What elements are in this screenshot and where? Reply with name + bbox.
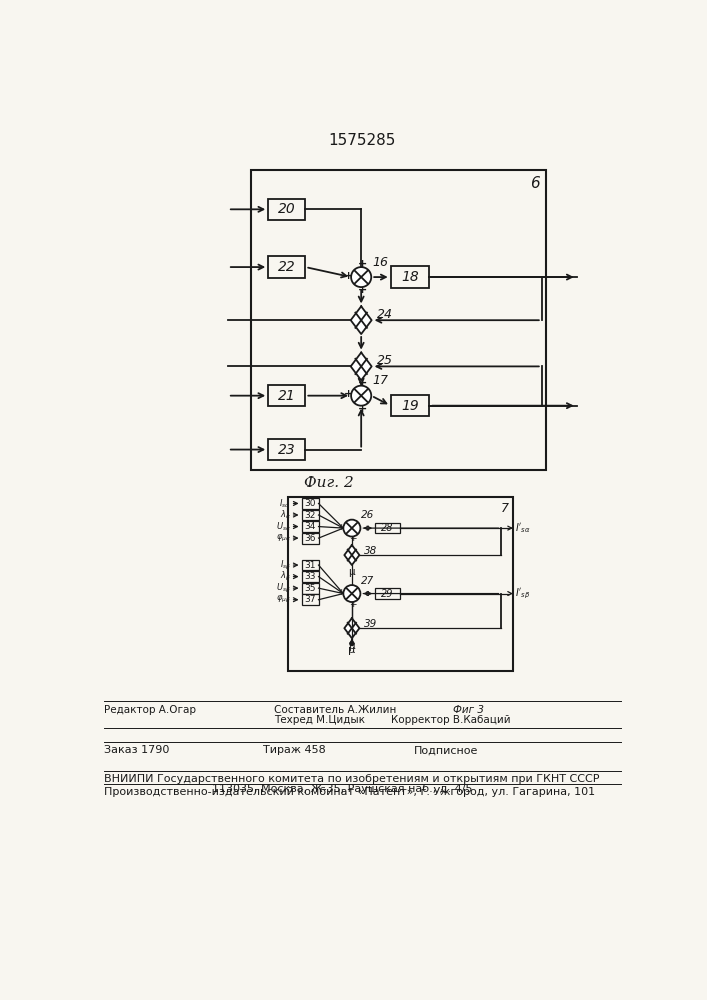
Circle shape [350, 642, 354, 646]
Text: 34: 34 [304, 522, 316, 531]
Text: 27: 27 [361, 576, 375, 586]
Bar [288, 497, 513, 671]
Text: +: + [344, 271, 353, 281]
Text: 37: 37 [304, 595, 316, 604]
Text: 39: 39 [363, 619, 377, 629]
Text: Фиг. 2: Фиг. 2 [304, 476, 354, 490]
Bar [301, 594, 319, 605]
Text: +: + [358, 378, 368, 388]
Polygon shape [344, 618, 359, 638]
Text: 26: 26 [361, 510, 375, 520]
Text: ВНИИПИ Государственного комитета по изобретениям и открытиям при ГКНТ СССР: ВНИИПИ Государственного комитета по изоб… [104, 774, 600, 784]
Text: Редактор А.Огар: Редактор А.Огар [104, 705, 196, 715]
Text: 1575285: 1575285 [328, 133, 396, 148]
Text: 36: 36 [304, 534, 316, 543]
Bar [301, 571, 319, 582]
Text: +: + [358, 285, 368, 295]
Text: $I'_{s\alpha}$: $I'_{s\alpha}$ [515, 521, 531, 535]
Polygon shape [344, 545, 359, 565]
Bar [301, 510, 319, 520]
Text: 35: 35 [304, 584, 316, 593]
Circle shape [344, 520, 361, 537]
Text: $\lambda_{\beta}$: $\lambda_{\beta}$ [280, 570, 291, 583]
Bar [268, 439, 305, 460]
Text: 23: 23 [278, 443, 296, 457]
Text: Составитель А.Жилин: Составитель А.Жилин [274, 705, 397, 715]
Text: +: + [344, 389, 353, 399]
Text: 30: 30 [304, 499, 316, 508]
Text: μ: μ [349, 645, 356, 655]
Circle shape [351, 267, 371, 287]
Circle shape [351, 386, 371, 406]
Bar [301, 533, 319, 544]
Bar [268, 385, 305, 406]
Text: $I_{s\alpha}$: $I_{s\alpha}$ [279, 497, 291, 510]
Circle shape [344, 585, 361, 602]
Text: +: + [358, 404, 368, 414]
Text: $\lambda_{\alpha}$: $\lambda_{\alpha}$ [279, 509, 291, 521]
Text: Производственно-издательский комбинат «Патент», г. Ужгород, ул. Гагарина, 101: Производственно-издательский комбинат «П… [104, 787, 595, 797]
Text: Заказ 1790: Заказ 1790 [104, 745, 169, 755]
Bar [391, 395, 429, 416]
Text: 31: 31 [304, 561, 316, 570]
Text: 32: 32 [304, 511, 316, 520]
Text: $\varphi_{\mu\beta}$: $\varphi_{\mu\beta}$ [276, 594, 291, 605]
Polygon shape [351, 353, 372, 380]
Bar [251, 170, 546, 470]
Text: 33: 33 [304, 572, 316, 581]
Text: 21: 21 [278, 389, 296, 403]
Text: 24: 24 [377, 308, 392, 321]
Bar [375, 588, 400, 599]
Text: 6: 6 [530, 176, 539, 191]
Polygon shape [351, 306, 372, 334]
Text: 29: 29 [381, 589, 394, 599]
Text: 25: 25 [377, 354, 392, 367]
Text: 17: 17 [373, 374, 389, 387]
Text: μ: μ [349, 567, 355, 577]
Text: $\varphi_{\mu\alpha}$: $\varphi_{\mu\alpha}$ [276, 533, 291, 544]
Text: +: + [358, 259, 368, 269]
Text: Подписное: Подписное [414, 745, 478, 755]
Text: $I_{s\beta}$: $I_{s\beta}$ [279, 559, 291, 572]
Text: Фиг 3: Фиг 3 [452, 705, 484, 715]
Text: 16: 16 [373, 256, 389, 269]
Text: +: + [349, 534, 356, 543]
Text: Техред М.Цидык: Техред М.Цидык [274, 715, 366, 725]
Text: 38: 38 [363, 546, 377, 556]
Text: Тираж 458: Тираж 458 [263, 745, 325, 755]
Bar [391, 266, 429, 288]
Text: 18: 18 [401, 270, 419, 284]
Bar [301, 521, 319, 532]
Text: 20: 20 [278, 202, 296, 216]
Text: μ: μ [349, 641, 355, 651]
Bar [301, 498, 319, 509]
Bar [268, 256, 305, 278]
Bar [301, 560, 319, 570]
Text: $U_{s\beta}$: $U_{s\beta}$ [276, 582, 291, 595]
Text: Корректор В.Кабаций: Корректор В.Кабаций [391, 715, 510, 725]
Bar [301, 583, 319, 594]
Text: $U_{s\alpha}$: $U_{s\alpha}$ [276, 520, 291, 533]
Text: $I'_{s\beta}$: $I'_{s\beta}$ [515, 586, 531, 601]
Text: +: + [349, 600, 356, 609]
Text: 7: 7 [501, 502, 508, 515]
Text: 19: 19 [401, 399, 419, 413]
Bar [268, 199, 305, 220]
Text: 28: 28 [381, 523, 394, 533]
Text: 22: 22 [278, 260, 296, 274]
Text: +: + [337, 523, 345, 532]
Bar [375, 523, 400, 533]
Text: 113035, Москва, Ж-35, Раушская наб., д. 4/5: 113035, Москва, Ж-35, Раушская наб., д. … [212, 784, 473, 794]
Text: +: + [337, 588, 345, 597]
